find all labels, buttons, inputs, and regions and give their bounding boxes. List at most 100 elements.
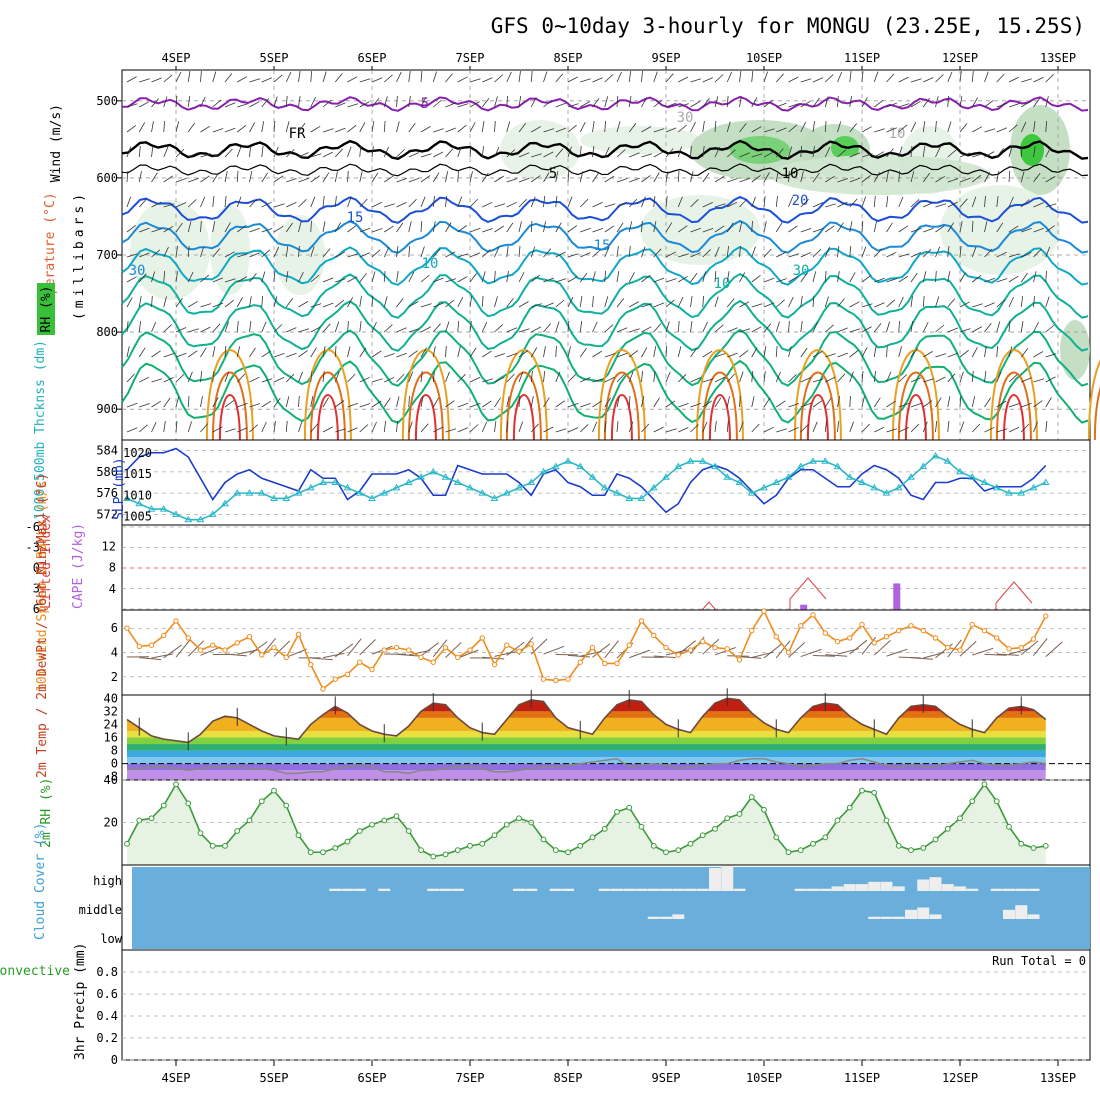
wind-barb (629, 177, 640, 183)
wind-barb (910, 78, 922, 83)
thickness-tick-label: 584 (96, 444, 118, 458)
wind10m-barb (432, 639, 448, 658)
wind-label: Wind (m/s) (49, 104, 64, 182)
thickness-point (625, 494, 634, 501)
wind-barb (481, 321, 488, 333)
wind-barb (445, 345, 447, 358)
wind-barb (163, 225, 174, 233)
wind-barb (751, 220, 753, 233)
wind-barb (249, 273, 257, 283)
wind-barb (665, 251, 676, 258)
wind-barb (273, 324, 283, 333)
wind-barb (506, 121, 511, 133)
wind10m-point (626, 642, 632, 648)
wind-barb (420, 126, 431, 133)
wind-barb (959, 221, 963, 233)
wind-barb (151, 350, 161, 358)
wind-barb (310, 125, 321, 133)
wind-barb (837, 121, 842, 133)
wind-barb (543, 323, 551, 333)
wind-barb (677, 346, 682, 358)
wind10m-point (920, 627, 926, 634)
thickness-point (1029, 483, 1038, 491)
wind-barb (984, 151, 995, 158)
date-label-bottom: 9SEP (652, 1071, 681, 1085)
wind-barb (457, 402, 469, 408)
wind-barb (237, 253, 248, 258)
wind-barb (543, 99, 553, 108)
wind-barb (837, 178, 849, 183)
wind-barb (273, 421, 276, 433)
wind10m-point (712, 644, 718, 651)
wind-barb (298, 122, 306, 133)
wind-barb (922, 121, 926, 133)
wind-barb (837, 373, 846, 383)
high-cloud-bar (721, 865, 734, 891)
wind-barb (910, 423, 920, 433)
wind-barb (751, 97, 758, 108)
wind-barb (886, 171, 889, 183)
wind10m-barb (629, 649, 651, 659)
wind-barb (971, 423, 981, 433)
wind-barb (604, 353, 616, 358)
wind-barb (677, 296, 684, 308)
wind-barb (739, 198, 748, 208)
wind-barb (506, 271, 509, 283)
wind-barb (396, 121, 400, 133)
wind-barb (322, 196, 325, 208)
wind-barb (555, 345, 557, 358)
wind-barb (420, 303, 432, 308)
wind-barb (261, 172, 269, 183)
wind-barb (445, 278, 457, 283)
wind-barb (873, 196, 876, 208)
wind-barb (1033, 202, 1044, 208)
wind-barb (665, 428, 677, 433)
wind-barb (641, 371, 643, 383)
wind10m-barb (567, 654, 590, 658)
rh-point (761, 806, 767, 813)
wind-barb (396, 71, 402, 83)
wind-barb (604, 397, 612, 408)
wind-barb (800, 296, 803, 308)
wind-barb (408, 328, 420, 333)
thickness-point (453, 478, 462, 485)
wind-barb (494, 74, 503, 83)
wind10m-point (945, 644, 951, 651)
wind-barb (420, 70, 423, 83)
wind-barb (812, 121, 815, 133)
wind-barb (1045, 120, 1048, 133)
wind-barb (678, 427, 689, 433)
warm-contour (401, 349, 450, 441)
wind-barb (996, 299, 1006, 308)
rh-point (467, 842, 473, 849)
wind10m-point (1030, 636, 1037, 642)
wind-barb (641, 347, 648, 358)
wind-barb (1021, 252, 1032, 258)
wind-barb (1008, 196, 1014, 208)
wind-barb (592, 321, 598, 333)
wind-barb (200, 371, 203, 383)
thickness-point (907, 473, 915, 480)
high-cloud-bar (562, 888, 574, 891)
contour-label: 15 (347, 210, 364, 226)
wind-barb (959, 177, 971, 183)
thickness-point (613, 489, 621, 496)
wind-barb (935, 324, 945, 333)
lifted-index-tick: 3 (33, 582, 40, 596)
high-cloud-bar (696, 888, 709, 891)
wind-barb (347, 103, 359, 108)
wind-barb (726, 121, 731, 133)
temperature-band (127, 730, 1046, 738)
wind-barb (469, 273, 478, 283)
wind-barb (996, 127, 1008, 133)
rh-point (785, 849, 792, 856)
wind-barb (567, 374, 577, 383)
wind-barb (861, 246, 867, 258)
wind-barb (886, 196, 889, 208)
wind-barb (236, 297, 243, 308)
wind-barb (494, 175, 504, 183)
wind-barb (947, 396, 951, 408)
rh-point (320, 849, 326, 856)
